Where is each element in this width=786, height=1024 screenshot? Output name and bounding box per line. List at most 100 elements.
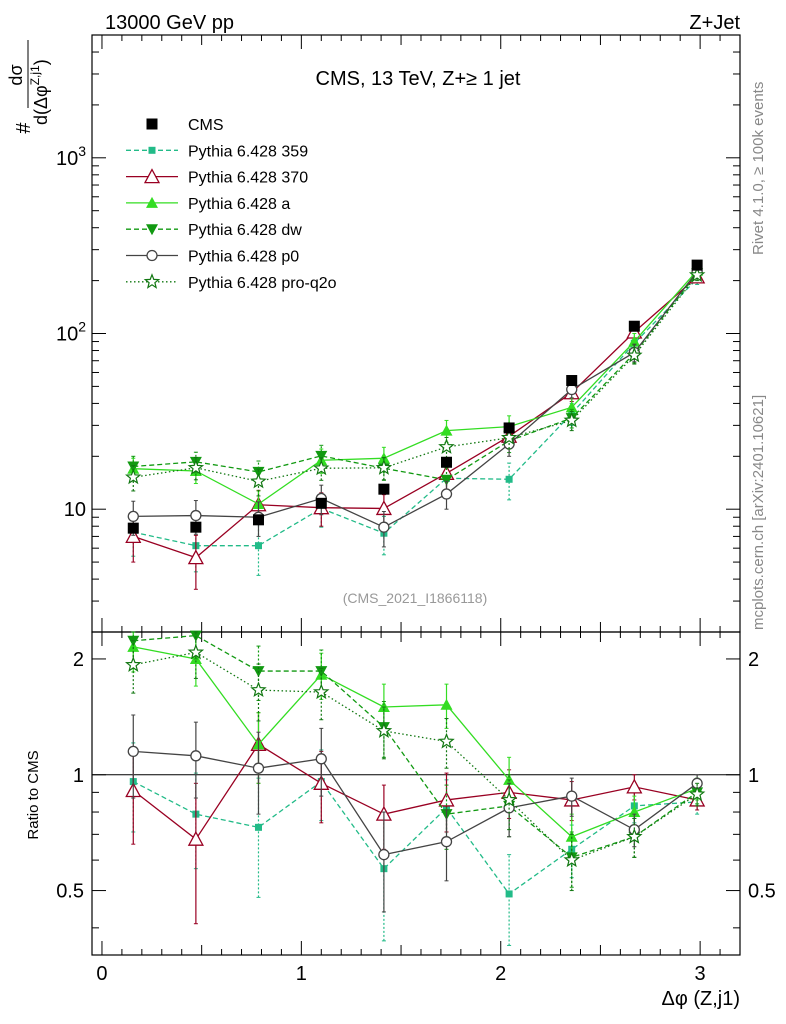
ratio-line bbox=[133, 646, 698, 838]
series-line bbox=[133, 276, 698, 559]
legend-marker bbox=[146, 249, 158, 262]
header-left: 13000 GeV pp bbox=[105, 12, 234, 34]
ratio-series-pp0 bbox=[127, 714, 703, 913]
main-y-axis-label: # dσ d(ΔφZ,j1) bbox=[6, 40, 51, 134]
ratio-point bbox=[127, 745, 139, 758]
data-point bbox=[125, 528, 142, 544]
data-point bbox=[503, 422, 515, 434]
series-line bbox=[133, 274, 698, 483]
series-pdw bbox=[127, 267, 704, 495]
data-point bbox=[252, 466, 265, 478]
ratio-y-tick-label-right: 0.5 bbox=[748, 881, 776, 903]
series-line bbox=[133, 272, 698, 481]
data-point bbox=[375, 459, 393, 475]
data-point bbox=[441, 456, 453, 468]
legend-item-pq2o: Pythia 6.428 pro-q2o bbox=[126, 273, 337, 292]
x-tick-label: 0 bbox=[96, 963, 107, 985]
data-point bbox=[252, 514, 264, 526]
data-point bbox=[190, 521, 202, 533]
rivet-label: Rivet 4.1.0, ≥ 100k events bbox=[750, 82, 767, 255]
legend-marker bbox=[146, 224, 158, 236]
y-tick-base: 10 bbox=[56, 148, 78, 170]
legend-label: Pythia 6.428 370 bbox=[188, 170, 308, 187]
data-point bbox=[250, 472, 267, 489]
legend-item-cms: CMS bbox=[146, 117, 224, 134]
ratio-line bbox=[132, 780, 698, 895]
x-ticks: 0 1 2 3 bbox=[96, 35, 741, 985]
y-label-den: d(Δφ bbox=[31, 85, 51, 125]
ratio-plot-frame bbox=[91, 631, 741, 956]
legend-marker bbox=[146, 118, 158, 130]
data-point bbox=[688, 266, 706, 283]
legend-label: Pythia 6.428 a bbox=[188, 196, 290, 213]
ratio-y-tick-label-right: 2 bbox=[748, 649, 759, 671]
ratio-point bbox=[254, 823, 262, 831]
ratio-point bbox=[187, 830, 204, 846]
ratio-point bbox=[626, 828, 643, 844]
data-point bbox=[500, 429, 518, 445]
y-tick-exponent: 2 bbox=[78, 319, 86, 335]
legend-label: CMS bbox=[188, 117, 224, 134]
plot-title: CMS, 13 TeV, Z+≥ 1 jet bbox=[316, 68, 521, 90]
data-point bbox=[315, 497, 327, 509]
series-p359 bbox=[129, 272, 701, 576]
header-right: Z+Jet bbox=[689, 12, 740, 34]
series-pp0 bbox=[127, 265, 703, 548]
y-tick-label: 10 bbox=[64, 499, 86, 521]
legend-item-pdw: Pythia 6.428 dw bbox=[126, 222, 302, 239]
ratio-y-tick-label: 1 bbox=[73, 765, 84, 787]
ratio-point bbox=[565, 830, 578, 842]
ratio-point bbox=[440, 698, 453, 710]
ratio-line bbox=[133, 651, 698, 861]
ratio-point bbox=[566, 790, 578, 802]
ratio-series-p359 bbox=[129, 742, 701, 946]
ratio-point bbox=[189, 630, 202, 642]
y-tick-label: 103 bbox=[56, 143, 86, 170]
ratio-point bbox=[505, 890, 513, 898]
data-point bbox=[566, 375, 578, 387]
legend-marker bbox=[146, 196, 158, 208]
data-point bbox=[187, 549, 204, 565]
ratio-point bbox=[252, 762, 265, 774]
data-point bbox=[127, 461, 140, 473]
data-point bbox=[505, 475, 513, 483]
ratio-point bbox=[378, 848, 390, 861]
y-tick-label: 102 bbox=[56, 319, 86, 346]
x-tick-label: 2 bbox=[495, 963, 506, 985]
legend-item-p359: Pythia 6.428 359 bbox=[126, 143, 308, 160]
ratio-point bbox=[440, 836, 453, 848]
series-pq2o bbox=[125, 266, 706, 497]
ratio-series-pq2o bbox=[124, 631, 706, 892]
ratio-point bbox=[563, 851, 581, 868]
y-label-close: ) bbox=[31, 59, 51, 65]
data-point bbox=[378, 483, 390, 495]
ratio-point bbox=[190, 750, 202, 762]
mcplots-label: mcplots.cern.ch [arXiv:2401.10621] bbox=[750, 395, 767, 630]
y-tick-exponent: 3 bbox=[78, 143, 86, 159]
series-cms bbox=[127, 259, 703, 534]
series-pa bbox=[127, 264, 704, 521]
data-point bbox=[190, 509, 202, 522]
legend: CMS Pythia 6.428 359 Pythia 6.428 370 Pythi… bbox=[126, 117, 337, 292]
data-point bbox=[127, 510, 139, 523]
legend-item-p370: Pythia 6.428 370 bbox=[126, 168, 308, 187]
data-point bbox=[438, 438, 455, 454]
legend-marker bbox=[143, 168, 161, 184]
ratio-y-tick-label: 2 bbox=[73, 649, 84, 671]
ratio-series bbox=[124, 630, 706, 946]
ratio-ticks: 0.5 0.5 1 1 2 2 bbox=[56, 649, 776, 929]
ratio-point bbox=[315, 753, 327, 765]
data-point bbox=[563, 411, 580, 428]
legend-item-pp0: Pythia 6.428 p0 bbox=[126, 249, 299, 266]
ratio-point bbox=[500, 791, 518, 807]
legend-label: Pythia 6.428 pro-q2o bbox=[188, 275, 337, 292]
legend-label: Pythia 6.428 359 bbox=[188, 143, 308, 160]
data-point bbox=[691, 259, 703, 271]
data-point bbox=[254, 542, 262, 550]
legend-marker bbox=[148, 146, 156, 154]
ratio-point bbox=[628, 806, 641, 818]
ratio-series-pa bbox=[127, 631, 704, 864]
y-label-sup: Z,j1 bbox=[28, 65, 42, 85]
data-point bbox=[127, 522, 139, 534]
y-label-dsigma: dσ bbox=[6, 64, 26, 85]
